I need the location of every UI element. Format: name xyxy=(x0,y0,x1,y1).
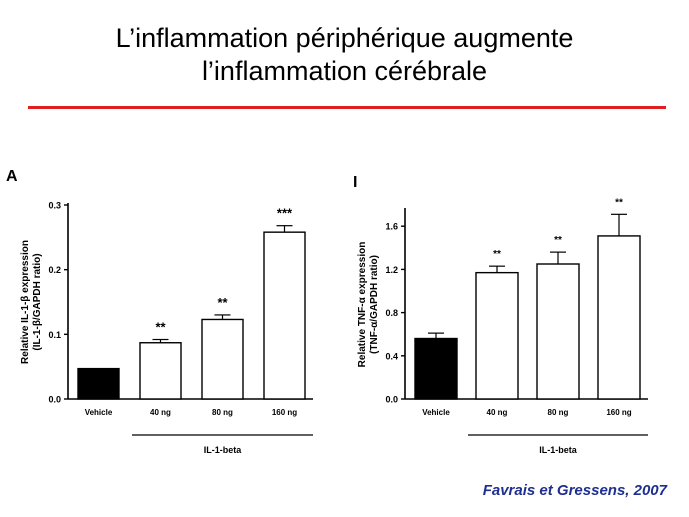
x-tick-label-1: 40 ng xyxy=(150,408,171,417)
x-tick-label-0: Vehicle xyxy=(422,408,450,417)
chart-panel-a: A 0.0 0.1 0.2 0.3 Relative IL-1-β expression(… xyxy=(6,168,313,455)
y-axis-label-line-1: Relative TNF-α expression xyxy=(357,242,368,368)
y-axis-label-line-1: Relative IL-1-β expression xyxy=(20,240,31,364)
y-tick-label: 0.2 xyxy=(48,265,61,275)
y-axis-label-line-2: (IL-1-β/GAPDH ratio) xyxy=(32,253,43,350)
panel-label: I xyxy=(353,174,357,191)
y-tick-label: 0.1 xyxy=(48,330,61,340)
x-tick-label-0: Vehicle xyxy=(85,408,113,417)
bar-2 xyxy=(201,318,244,400)
bar-2 xyxy=(536,263,580,400)
bar-0 xyxy=(77,367,120,400)
y-tick-label: 1.2 xyxy=(385,265,398,275)
y-tick-label: 0.3 xyxy=(48,201,61,211)
bar-3 xyxy=(597,235,641,400)
y-tick-label: 0.0 xyxy=(48,395,61,405)
bar-1 xyxy=(475,271,519,400)
y-axis-label: Relative TNF-α expression (TNF-α/GAPDH ra… xyxy=(357,242,380,368)
x-tick-label-3: 160 ng xyxy=(606,408,631,417)
slide-title: L’inflammation périphérique augmente l’i… xyxy=(0,22,689,88)
panel-label: A xyxy=(6,168,18,185)
bar-3 xyxy=(263,231,306,400)
y-tick-label: 0.8 xyxy=(385,308,398,318)
group-label: IL-1-beta xyxy=(539,445,577,455)
y-tick-label: 0.0 xyxy=(385,395,398,405)
slide-title-line-1: L’inflammation périphérique augmente xyxy=(115,23,574,53)
group-label: IL-1-beta xyxy=(204,445,242,455)
significance-3: ** xyxy=(615,197,623,208)
significance-1: ** xyxy=(493,249,501,260)
bar-0 xyxy=(414,337,458,400)
title-divider xyxy=(28,106,666,109)
slide-title-line-2: l’inflammation cérébrale xyxy=(201,56,488,86)
y-tick-label: 0.4 xyxy=(385,351,398,361)
x-tick-label-2: 80 ng xyxy=(212,408,233,417)
x-tick-label-1: 40 ng xyxy=(487,408,508,417)
y-axis-label: Relative IL-1-β expression (IL-1-β/GAPDH … xyxy=(20,240,43,364)
citation: Favrais et Gressens, 2007 xyxy=(482,482,667,499)
y-tick-label: 1.6 xyxy=(385,222,398,232)
significance-1: ** xyxy=(155,320,166,335)
bar-1 xyxy=(139,342,182,400)
chart-panel-i: I 0.0 0.4 0.8 1.2 1.6 Relative TNF-α expressio… xyxy=(353,174,648,455)
significance-2: ** xyxy=(217,295,228,310)
x-tick-label-2: 80 ng xyxy=(548,408,569,417)
y-axis-label-line-2: (TNF-α/GAPDH ratio) xyxy=(369,255,380,354)
significance-2: ** xyxy=(554,235,562,246)
x-tick-label-3: 160 ng xyxy=(272,408,297,417)
significance-3: *** xyxy=(277,206,293,221)
